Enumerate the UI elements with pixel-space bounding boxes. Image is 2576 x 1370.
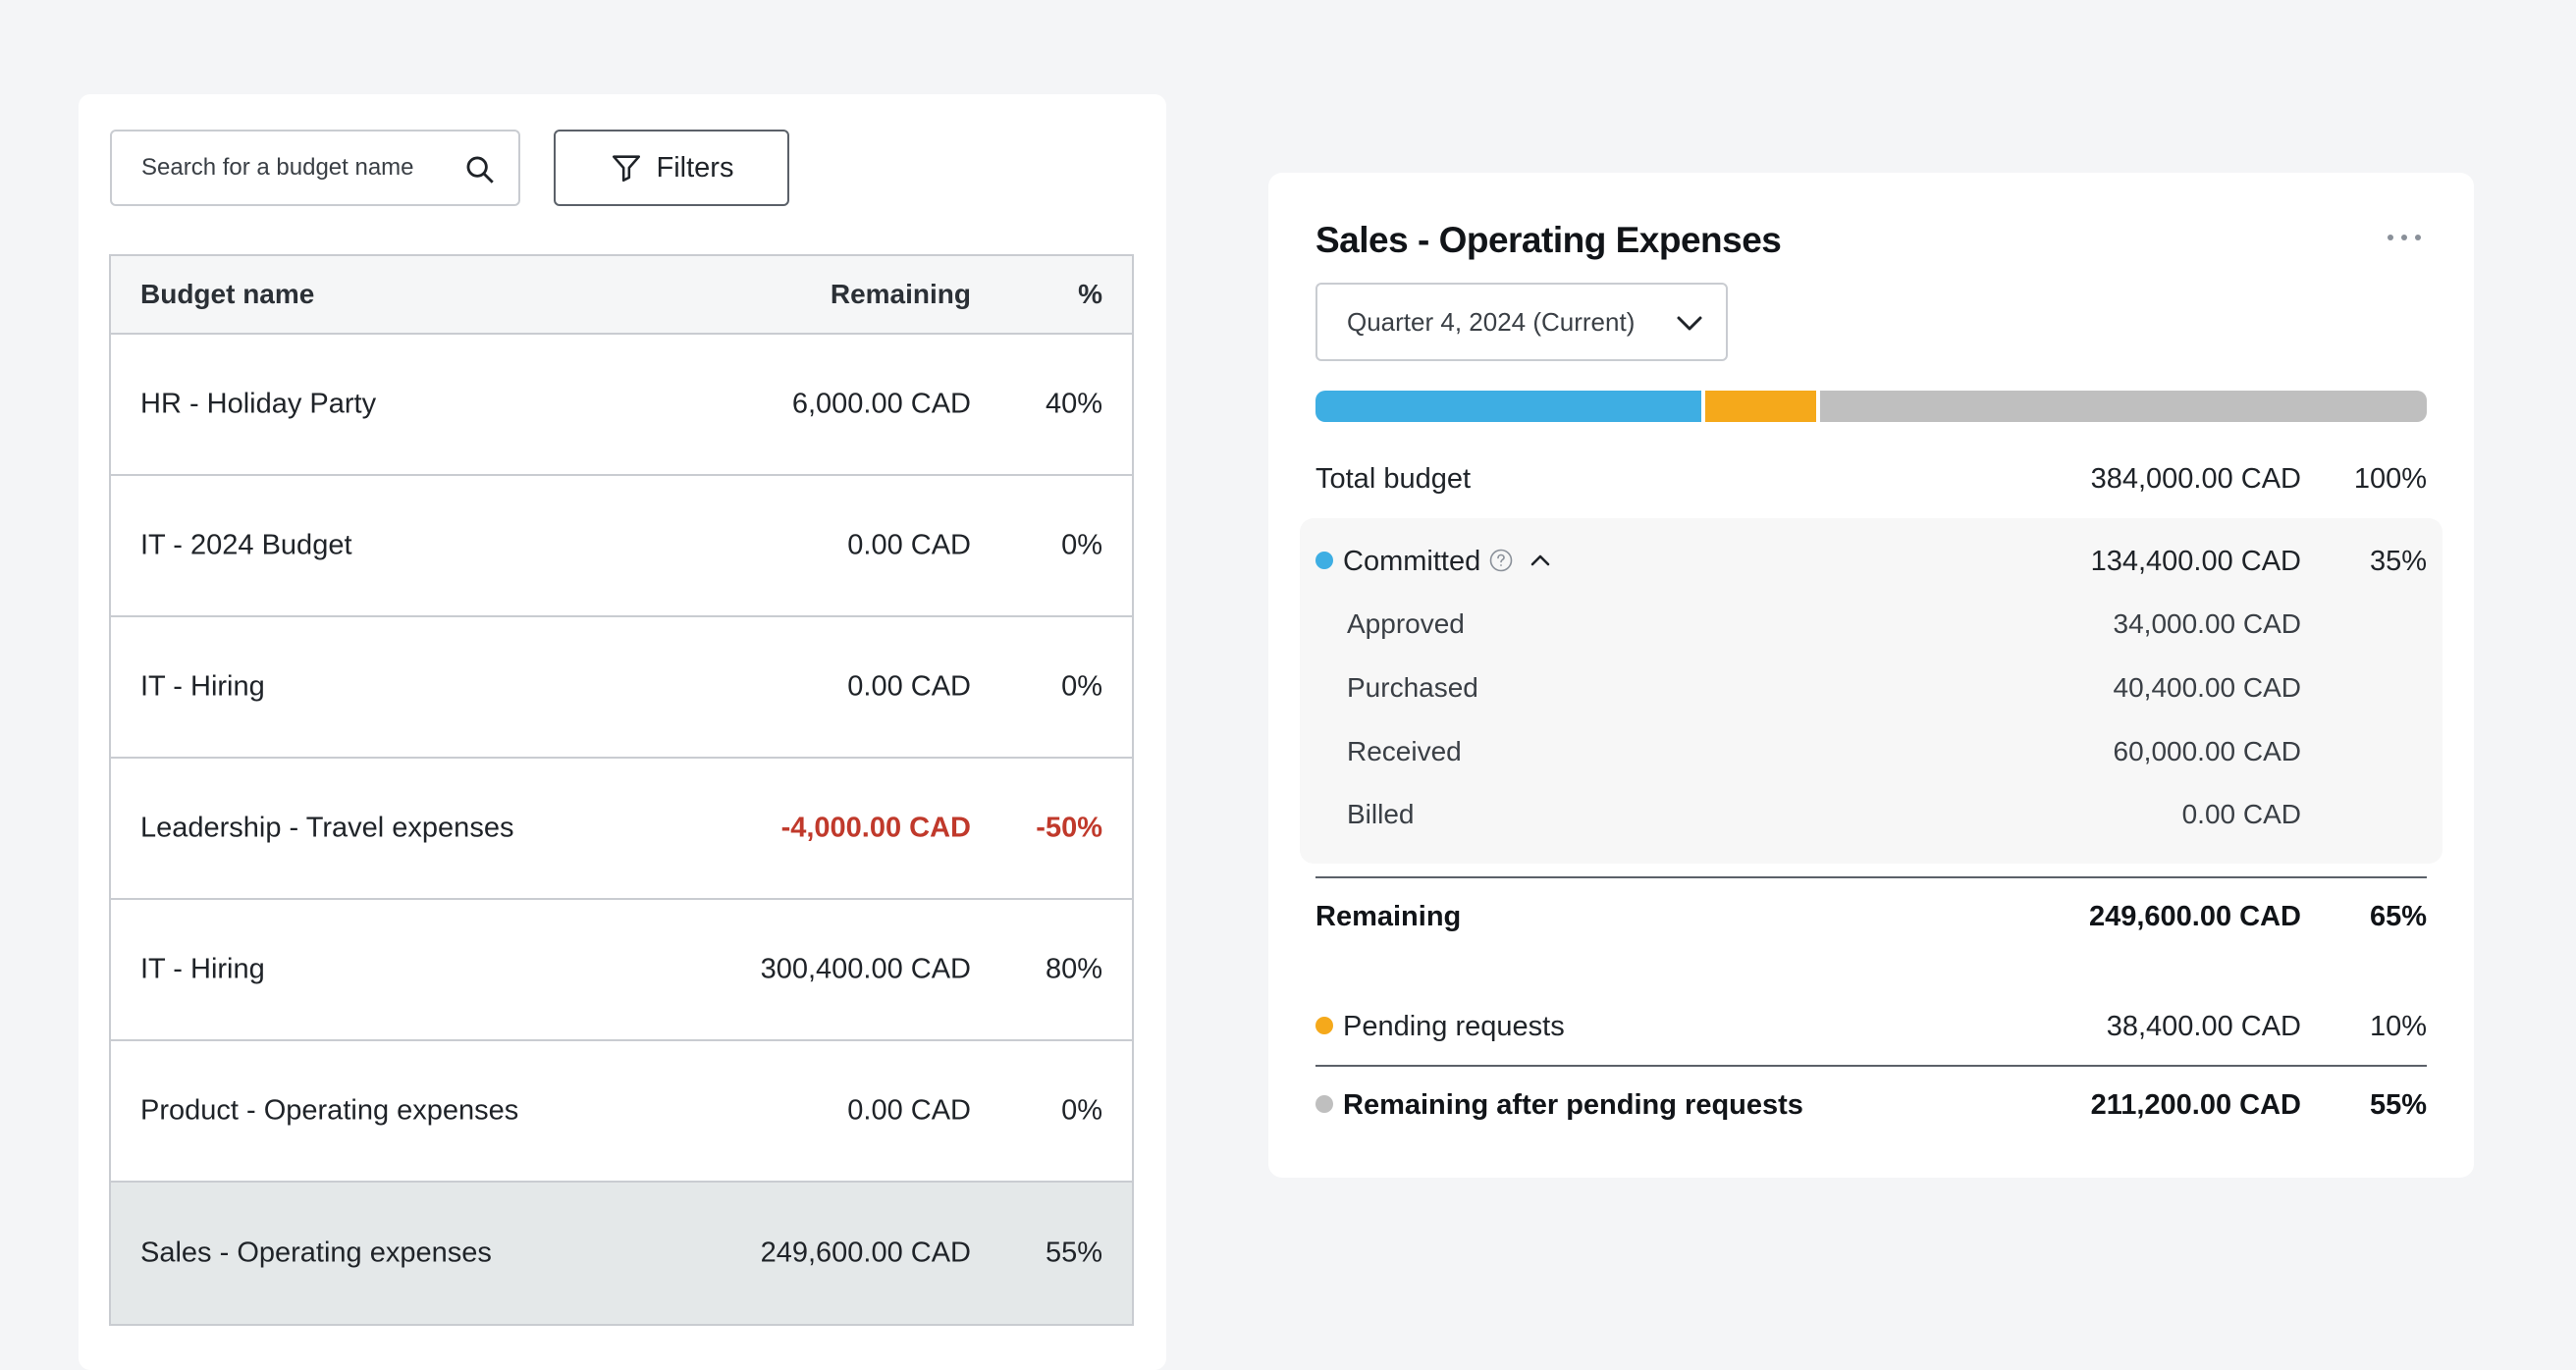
remaining-pct: 65% xyxy=(2369,901,2427,932)
divider xyxy=(1315,1065,2427,1067)
budget-name: Sales - Operating expenses xyxy=(140,1237,492,1269)
chevron-down-icon xyxy=(1677,316,1702,331)
table-row-selected[interactable]: Sales - Operating expenses 249,600.00 CA… xyxy=(111,1183,1132,1324)
total-budget-label: Total budget xyxy=(1315,463,1472,495)
budget-progress-bar xyxy=(1315,391,2428,422)
committed-dot xyxy=(1315,552,1333,570)
more-options-icon[interactable] xyxy=(2386,232,2423,243)
remaining-row: Remaining 249,600.00 CAD 65% xyxy=(1315,901,2427,933)
committed-pct: 35% xyxy=(2369,546,2427,577)
table-row[interactable]: HR - Holiday Party 6,000.00 CAD 40% xyxy=(111,335,1132,476)
remaining-after-pending-amount: 211,200.00 CAD xyxy=(2090,1089,2301,1121)
budget-remaining: 0.00 CAD xyxy=(847,670,971,703)
committed-item-billed: Billed 0.00 CAD xyxy=(1347,799,2427,830)
committed-item-approved: Approved 34,000.00 CAD xyxy=(1347,608,2427,640)
budget-name: IT - Hiring xyxy=(140,953,265,985)
budget-name: HR - Holiday Party xyxy=(140,388,377,420)
committed-item-label: Received xyxy=(1347,736,1462,766)
committed-item-amount: 0.00 CAD xyxy=(2181,799,2301,829)
committed-amount: 134,400.00 CAD xyxy=(2090,546,2301,577)
filters-button[interactable]: Filters xyxy=(554,130,789,206)
period-select[interactable]: Quarter 4, 2024 (Current) xyxy=(1315,283,1728,361)
remaining-after-pending-dot xyxy=(1315,1095,1333,1114)
committed-label: Committed xyxy=(1343,546,1481,577)
table-header: Budget name Remaining % xyxy=(111,256,1132,335)
committed-section xyxy=(1300,518,2442,864)
table-row[interactable]: Leadership - Travel expenses -4,000.00 C… xyxy=(111,759,1132,900)
budget-remaining: 0.00 CAD xyxy=(847,1094,971,1127)
remaining-segment xyxy=(1819,391,2428,422)
pending-pct: 10% xyxy=(2369,1011,2427,1042)
search-box[interactable] xyxy=(110,130,520,206)
budget-remaining: 6,000.00 CAD xyxy=(791,388,971,420)
budget-remaining: -4,000.00 CAD xyxy=(780,812,971,844)
committed-row: Committed 134,400.00 CAD 35% xyxy=(1315,546,2427,578)
search-icon[interactable] xyxy=(463,153,497,186)
column-header-name[interactable]: Budget name xyxy=(140,279,315,309)
chevron-up-icon[interactable] xyxy=(1528,551,1553,570)
budget-pct: 0% xyxy=(1061,529,1102,561)
budget-table: Budget name Remaining % HR - Holiday Par… xyxy=(109,254,1134,1326)
pending-amount: 38,400.00 CAD xyxy=(2106,1011,2301,1042)
budget-name: IT - 2024 Budget xyxy=(140,529,352,561)
pending-segment xyxy=(1705,391,1816,422)
column-header-remaining[interactable]: Remaining xyxy=(830,279,971,309)
budget-pct: 40% xyxy=(1045,388,1102,420)
budget-name: IT - Hiring xyxy=(140,670,265,703)
budget-pct: 0% xyxy=(1061,1094,1102,1127)
period-selected-value: Quarter 4, 2024 (Current) xyxy=(1347,306,1636,337)
pending-dot xyxy=(1315,1017,1333,1035)
help-icon[interactable] xyxy=(1488,548,1514,573)
detail-title: Sales - Operating Expenses xyxy=(1315,220,1782,260)
remaining-after-pending-pct: 55% xyxy=(2369,1089,2427,1121)
budget-pct: 0% xyxy=(1061,670,1102,703)
budget-remaining: 300,400.00 CAD xyxy=(760,953,971,985)
budget-remaining: 249,600.00 CAD xyxy=(760,1237,971,1269)
remaining-amount: 249,600.00 CAD xyxy=(2088,901,2301,932)
committed-item-label: Billed xyxy=(1347,799,1415,829)
remaining-after-pending-label: Remaining after pending requests xyxy=(1343,1089,1803,1121)
budget-name: Product - Operating expenses xyxy=(140,1094,519,1127)
committed-item-received: Received 60,000.00 CAD xyxy=(1347,736,2427,767)
budget-name: Leadership - Travel expenses xyxy=(140,812,514,844)
table-row[interactable]: Product - Operating expenses 0.00 CAD 0% xyxy=(111,1041,1132,1183)
remaining-label: Remaining xyxy=(1315,901,1462,932)
filters-label: Filters xyxy=(656,151,734,184)
budget-pct: 55% xyxy=(1045,1237,1102,1269)
committed-item-amount: 34,000.00 CAD xyxy=(2113,608,2301,639)
pending-label: Pending requests xyxy=(1343,1011,1565,1042)
committed-item-purchased: Purchased 40,400.00 CAD xyxy=(1347,672,2427,704)
filter-icon xyxy=(612,155,640,183)
total-budget-amount: 384,000.00 CAD xyxy=(2090,463,2301,495)
divider xyxy=(1315,876,2427,878)
remaining-after-pending-row: Remaining after pending requests 211,200… xyxy=(1315,1089,2427,1122)
column-header-pct[interactable]: % xyxy=(1078,279,1102,309)
committed-item-label: Purchased xyxy=(1347,672,1478,703)
table-row[interactable]: IT - 2024 Budget 0.00 CAD 0% xyxy=(111,476,1132,617)
budget-pct: 80% xyxy=(1045,953,1102,985)
pending-requests-row: Pending requests 38,400.00 CAD 10% xyxy=(1315,1011,2427,1043)
committed-item-label: Approved xyxy=(1347,608,1465,639)
committed-item-amount: 40,400.00 CAD xyxy=(2113,672,2301,703)
total-budget-row: Total budget 384,000.00 CAD 100% xyxy=(1315,463,2427,496)
budget-remaining: 0.00 CAD xyxy=(847,529,971,561)
committed-segment xyxy=(1315,391,1702,422)
table-row[interactable]: IT - Hiring 0.00 CAD 0% xyxy=(111,617,1132,759)
table-row[interactable]: IT - Hiring 300,400.00 CAD 80% xyxy=(111,900,1132,1041)
budget-pct: -50% xyxy=(1036,812,1102,844)
budget-list-panel: Filters Budget name Remaining % HR - Hol… xyxy=(79,94,1166,1370)
budget-detail-card: Sales - Operating Expenses Quarter 4, 20… xyxy=(1268,173,2474,1178)
committed-item-amount: 60,000.00 CAD xyxy=(2113,736,2301,766)
total-budget-pct: 100% xyxy=(2353,463,2427,495)
search-input[interactable] xyxy=(141,154,436,182)
